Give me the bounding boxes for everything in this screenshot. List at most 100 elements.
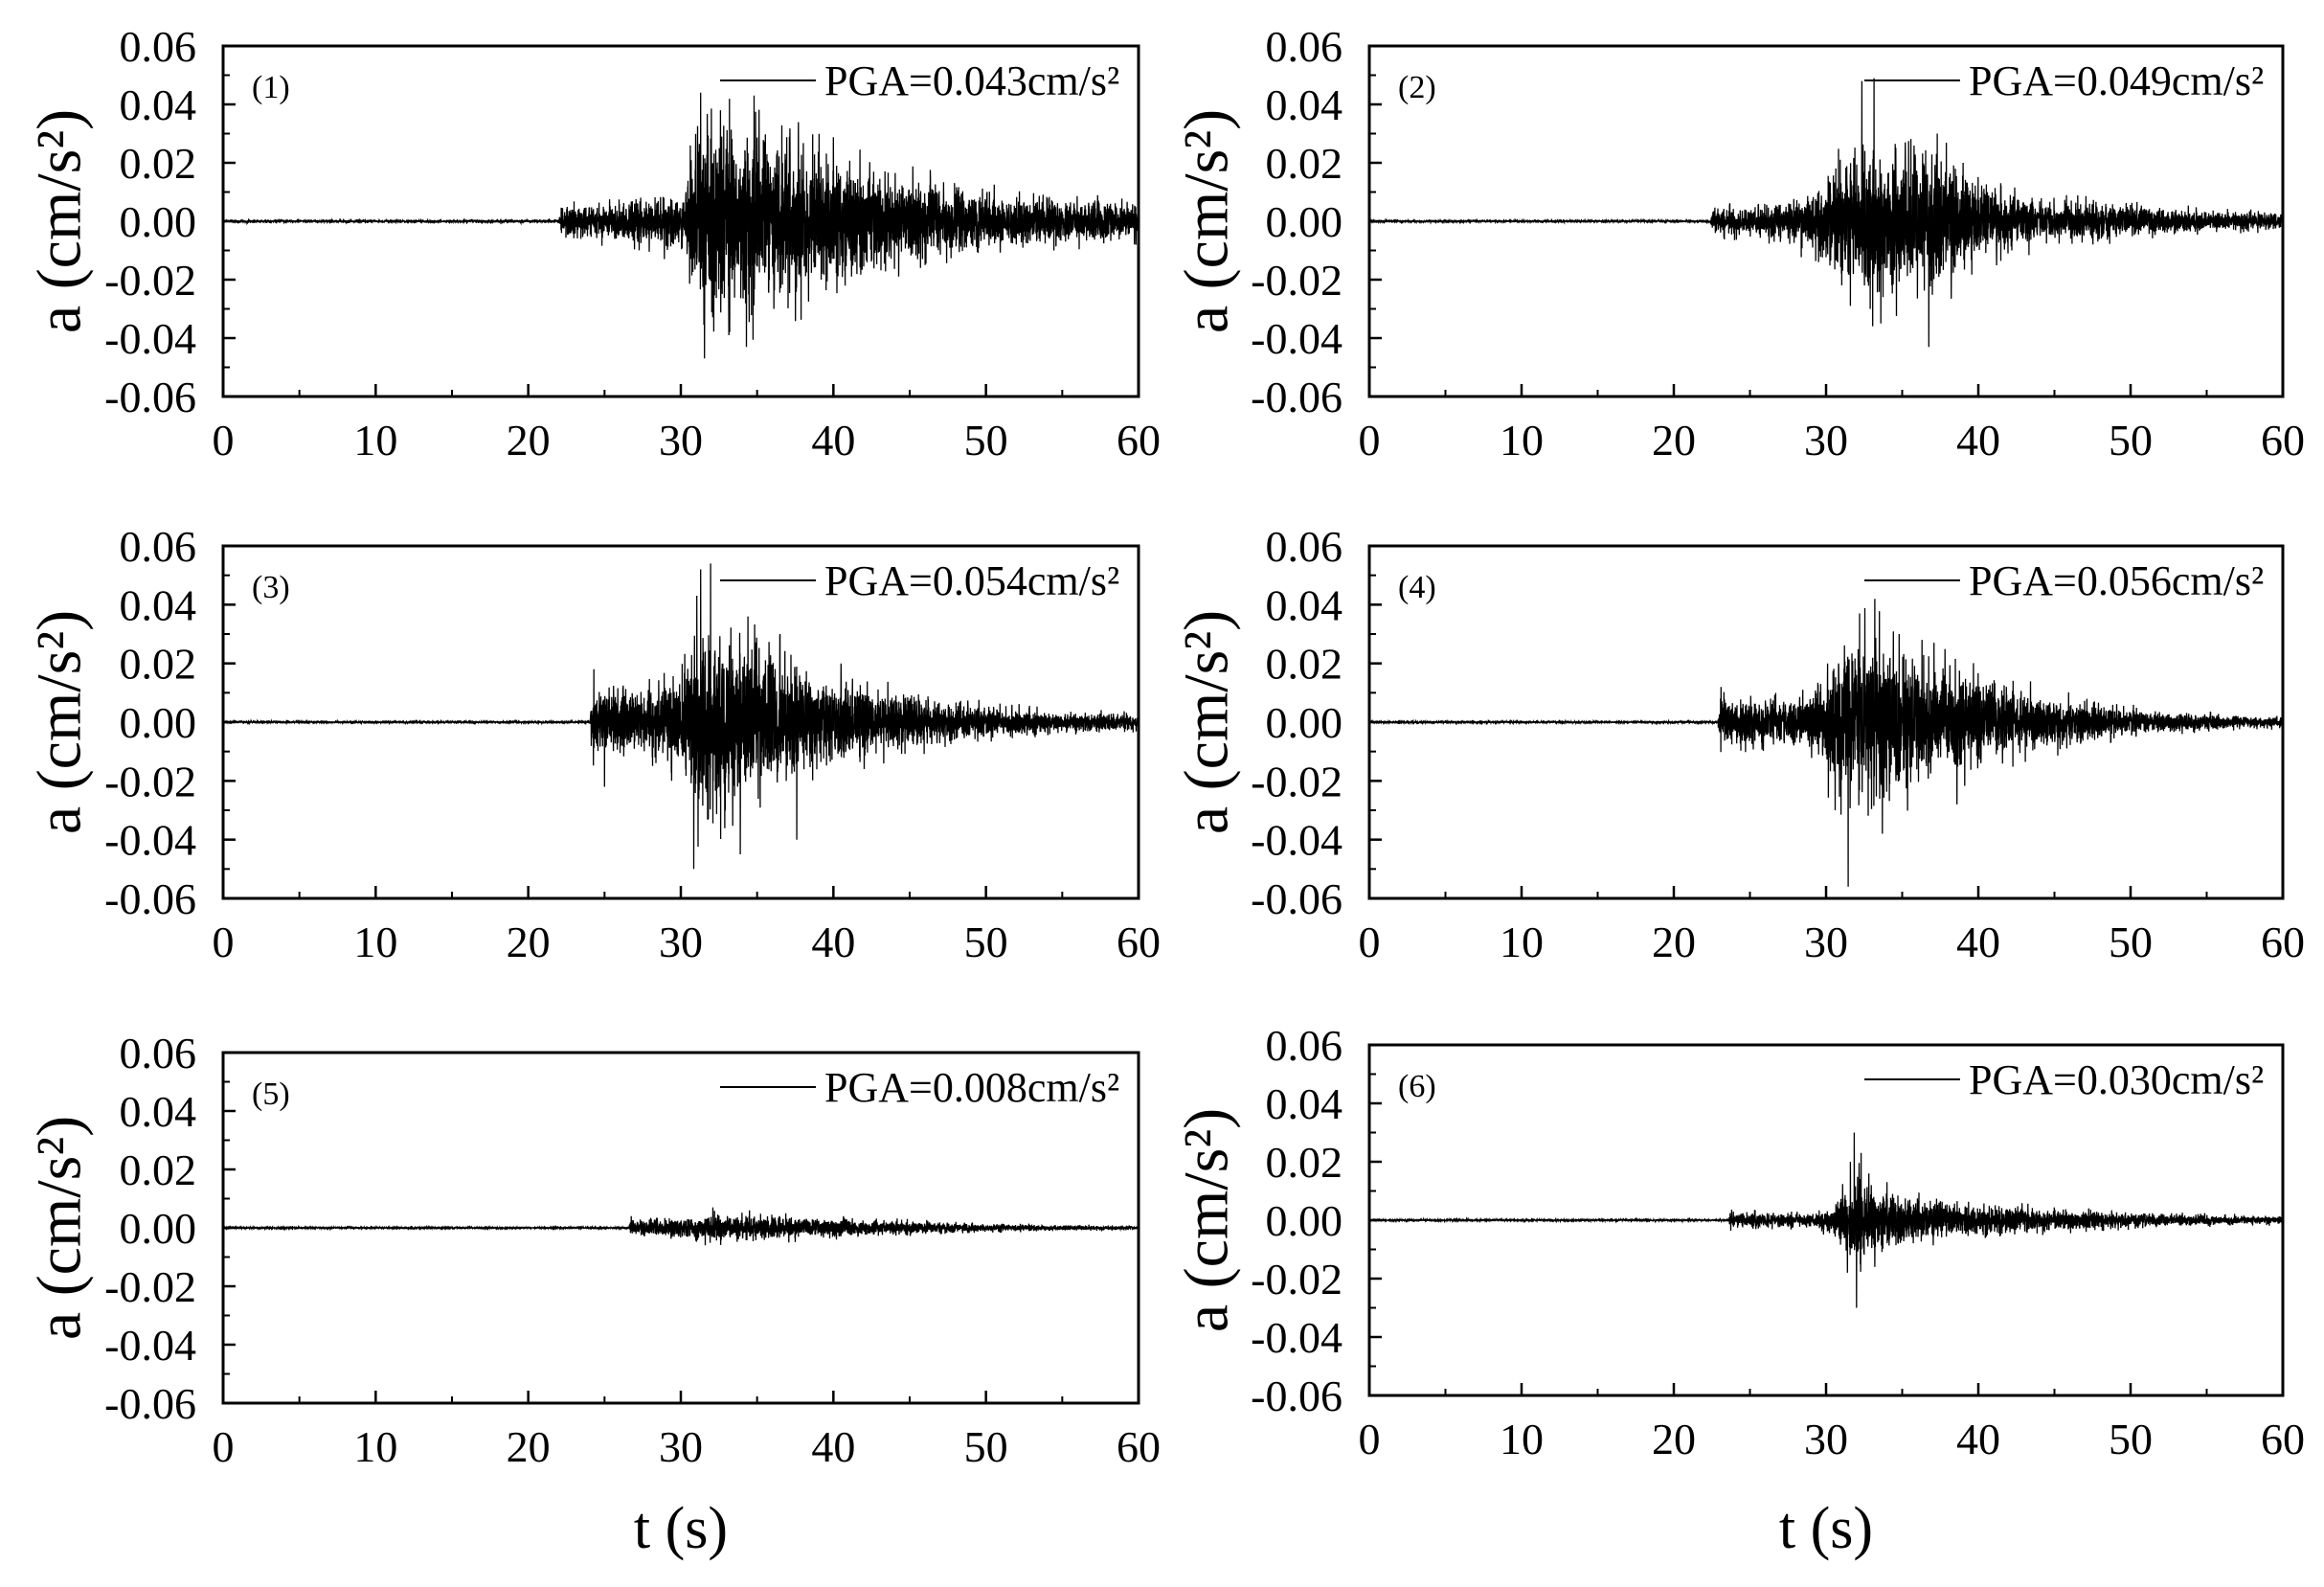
panel-5-ytick-label: 0.06: [120, 1029, 197, 1077]
panel-3-ytick-label: -0.04: [104, 816, 196, 865]
panel-4-waveform-line: [1369, 599, 2283, 887]
panel-1-xtick-label: 20: [507, 416, 551, 465]
panel-5-panel-label: (5): [252, 1077, 290, 1112]
panel-1-ytick-label: 0.02: [120, 139, 197, 188]
panel-2-ytick-label: 0.00: [1266, 197, 1343, 246]
panel-6-ylabel: a (cm/s²): [1172, 1108, 1242, 1332]
panel-2-xtick-label: 30: [1804, 416, 1848, 465]
panel-2-ytick-label: 0.02: [1266, 139, 1343, 188]
panel-5-ytick-label: -0.02: [104, 1262, 196, 1311]
panel-2-ytick-label: -0.02: [1251, 256, 1343, 305]
panel-3-ytick-label: 0.00: [120, 698, 197, 747]
panel-5-xtick-label: 60: [1117, 1422, 1161, 1471]
panel-5-legend-label: PGA=0.008cm/s²: [824, 1064, 1119, 1111]
panel-5-xtick-label: 0: [213, 1422, 235, 1471]
panel-1-ytick-label: -0.06: [104, 373, 196, 421]
panel-5-xtick-label: 50: [964, 1422, 1008, 1471]
panel-6-ytick-label: 0.00: [1266, 1196, 1343, 1245]
panel-4-xtick-label: 10: [1500, 918, 1544, 966]
panel-4-legend-label: PGA=0.056cm/s²: [1969, 557, 2264, 604]
panel-6-xtick-label: 40: [1956, 1415, 2000, 1463]
panel-3-waveform-line: [223, 563, 1139, 870]
panel-1-ytick-label: -0.04: [104, 314, 196, 363]
panel-3-xtick-label: 40: [811, 918, 855, 966]
panel-3-ytick-label: 0.06: [120, 522, 197, 571]
panel-4-xtick-label: 40: [1956, 918, 2000, 966]
panel-4-ytick-label: 0.00: [1266, 698, 1343, 747]
panel-4-xtick-label: 60: [2261, 918, 2305, 966]
panel-5-waveform-line: [223, 1207, 1139, 1246]
panel-1-xtick-label: 40: [811, 416, 855, 465]
panel-3-ytick-label: 0.02: [120, 640, 197, 689]
panel-6-ytick-label: 0.02: [1266, 1138, 1343, 1187]
panel-5-ylabel: a (cm/s²): [25, 1116, 95, 1340]
panel-4-ytick-label: 0.06: [1266, 522, 1343, 571]
panel-4-xtick-label: 30: [1804, 918, 1848, 966]
panel-1-ytick-label: 0.04: [120, 80, 197, 129]
panel-2-xtick-label: 20: [1652, 416, 1696, 465]
panel-5-xlabel: t (s): [634, 1496, 728, 1561]
panel-6-ytick-label: -0.04: [1251, 1313, 1343, 1362]
panel-5-xtick-label: 20: [507, 1422, 551, 1471]
panel-4-xtick-label: 50: [2109, 918, 2153, 966]
panel-2-legend-label: PGA=0.049cm/s²: [1969, 57, 2264, 104]
panel-2-panel-label: (2): [1398, 70, 1436, 105]
panel-5-chart: 0 10 20 30 40 50 60 -0.06 -0.04 -0.02 0.00 0.02 0.04…: [25, 1029, 1162, 1561]
panel-6-ytick-label: -0.02: [1251, 1255, 1343, 1304]
panel-1-waveform-line: [223, 92, 1139, 359]
panel-4-ytick-label: -0.02: [1251, 757, 1343, 805]
panel-4-chart: 0 10 20 30 40 50 60 -0.06 -0.04 -0.02 0.00 0.02 0.04…: [1172, 522, 2306, 966]
panel-4-ytick-label: 0.02: [1266, 640, 1343, 689]
panel-1-panel-label: (1): [252, 70, 290, 105]
panel-2-xtick-label: 10: [1500, 416, 1544, 465]
panel-1-ytick-label: 0.00: [120, 197, 197, 246]
panel-6-ytick-label: -0.06: [1251, 1372, 1343, 1420]
panel-1-ytick-label: 0.06: [120, 22, 197, 71]
panel-4-panel-label: (4): [1398, 570, 1436, 605]
panel-6-legend-label: PGA=0.030cm/s²: [1969, 1056, 2264, 1103]
panel-6-panel-label: (6): [1398, 1069, 1436, 1104]
panel-6-ytick-label: 0.06: [1266, 1021, 1343, 1070]
panel-3-xtick-label: 10: [353, 918, 397, 966]
panel-6-xtick-label: 10: [1500, 1415, 1544, 1463]
panel-3-xtick-label: 50: [964, 918, 1008, 966]
panel-3-ytick-label: -0.02: [104, 757, 196, 805]
panel-5-xtick-label: 30: [659, 1422, 703, 1471]
panel-5-ytick-label: 0.02: [120, 1145, 197, 1194]
panel-2-ytick-label: 0.06: [1266, 22, 1343, 71]
panel-3-xtick-label: 60: [1117, 918, 1161, 966]
panel-2-xtick-label: 50: [2109, 416, 2153, 465]
panel-1-ytick-label: -0.02: [104, 256, 196, 305]
panel-6-xtick-label: 50: [2109, 1415, 2153, 1463]
panel-6-xtick-label: 20: [1652, 1415, 1696, 1463]
panel-3-xtick-label: 20: [507, 918, 551, 966]
panel-6-xlabel: t (s): [1779, 1496, 1873, 1561]
panel-4-ytick-label: -0.06: [1251, 874, 1343, 923]
panel-2-ylabel: a (cm/s²): [1172, 109, 1242, 333]
panel-3-ytick-label: -0.06: [104, 874, 196, 923]
panel-5-xtick-label: 10: [353, 1422, 397, 1471]
panel-2-ytick-label: -0.06: [1251, 373, 1343, 421]
panel-1-xtick-label: 50: [964, 416, 1008, 465]
panel-5-ytick-label: -0.04: [104, 1321, 196, 1370]
panel-3-panel-label: (3): [252, 570, 290, 605]
panel-5-ytick-label: -0.06: [104, 1379, 196, 1428]
panel-2-ytick-label: -0.04: [1251, 314, 1343, 363]
panel-2-chart: 0 10 20 30 40 50 60 -0.06 -0.04 -0.02 0.00 0.02 0.04…: [1172, 22, 2306, 465]
panel-6-xtick-label: 60: [2261, 1415, 2305, 1463]
panel-1-xtick-label: 60: [1117, 416, 1161, 465]
panel-4-xtick-label: 0: [1359, 918, 1381, 966]
panel-1-xtick-label: 0: [213, 416, 235, 465]
panel-6-waveform-line: [1369, 1132, 2283, 1308]
panel-1-xtick-label: 30: [659, 416, 703, 465]
panel-5-xtick-label: 40: [811, 1422, 855, 1471]
panel-1-xtick-label: 10: [353, 416, 397, 465]
panel-4-xtick-label: 20: [1652, 918, 1696, 966]
panel-5-ytick-label: 0.00: [120, 1204, 197, 1253]
panel-2-xtick-label: 0: [1359, 416, 1381, 465]
panel-2-xtick-label: 40: [1956, 416, 2000, 465]
panel-2-ytick-label: 0.04: [1266, 80, 1343, 129]
panel-2-xtick-label: 60: [2261, 416, 2305, 465]
